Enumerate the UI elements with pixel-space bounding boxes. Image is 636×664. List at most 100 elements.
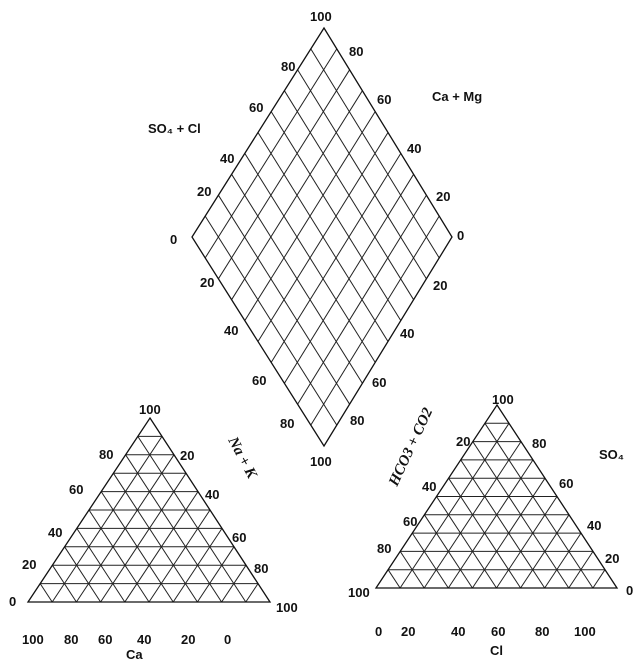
cation-tick-left-side: 40 — [48, 525, 62, 540]
cation-tick-bottom: 40 — [137, 632, 151, 647]
diamond-tick-upper-left: 60 — [249, 100, 263, 115]
diamond-tick-lower-right: 40 — [400, 326, 414, 341]
anion-tick-left-vertex: 100 — [348, 585, 370, 600]
anion-tick-bottom: 80 — [535, 624, 549, 639]
grid-line — [399, 423, 510, 589]
grid-line — [447, 459, 534, 589]
grid-line — [423, 441, 522, 589]
grid-line — [148, 509, 211, 603]
cation-tick-left-side: 20 — [22, 557, 36, 572]
cation-tick-right-side: 60 — [232, 530, 246, 545]
diamond-tick-upper-right: 80 — [349, 44, 363, 59]
cation-triangle-grid — [39, 435, 259, 603]
grid-line — [100, 472, 187, 603]
grid-line — [297, 194, 427, 405]
grid-line — [436, 496, 497, 589]
cation-tick-right-vertex: 100 — [276, 600, 298, 615]
cation-tick-bottom: 80 — [64, 632, 78, 647]
grid-line — [196, 546, 235, 603]
anion-tick-bottom: 60 — [491, 624, 505, 639]
anion-tick-bottom: 20 — [401, 624, 415, 639]
anion-tick-right-vertex: 0 — [626, 583, 633, 598]
anion-tick-right-side: 40 — [587, 518, 601, 533]
anion-tick-right-side: 80 — [532, 436, 546, 451]
anion-tick-left-side: 20 — [456, 434, 470, 449]
anion-tick-bottom: 40 — [451, 624, 465, 639]
grid-line — [244, 153, 376, 363]
diamond-tick-lower-left: 40 — [224, 323, 238, 338]
grid-line — [125, 454, 223, 603]
diamond-tick-lower-right: 80 — [350, 413, 364, 428]
grid-line — [484, 423, 594, 589]
diamond-tick-upper-right: 40 — [407, 141, 421, 156]
anion-tick-left-side: 60 — [403, 514, 417, 529]
anion-tick-left-side: 80 — [377, 541, 391, 556]
cation-tick-bottom: 100 — [22, 632, 44, 647]
grid-line — [64, 546, 102, 603]
grid-line — [411, 532, 449, 589]
anion-triangle-grid — [387, 422, 606, 589]
cation-axis-label-ca: Ca — [126, 647, 143, 662]
cation-tick-left-side: 60 — [69, 482, 83, 497]
diamond-grid — [204, 48, 440, 426]
cation-tick-bottom: 60 — [98, 632, 112, 647]
grid-line — [387, 569, 401, 589]
diamond-tick-upper-left: 20 — [197, 184, 211, 199]
grid-line — [51, 436, 163, 603]
grid-line — [137, 436, 247, 603]
diamond-plot: 100 80 60 40 20 80 60 40 20 0 0 20 40 60… — [148, 9, 482, 469]
grid-line — [204, 215, 338, 426]
grid-line — [472, 441, 570, 589]
diamond-tick-lower-right: 20 — [433, 278, 447, 293]
anion-tick-right-side: 20 — [605, 551, 619, 566]
diamond-tick-lower-left: 80 — [280, 416, 294, 431]
diamond-tick-lower-left: 20 — [200, 275, 214, 290]
grid-line — [460, 459, 546, 589]
cation-tick-right-side: 80 — [254, 561, 268, 576]
cation-axis-label-na-k: Na + K — [224, 433, 260, 481]
diamond-tick-bottom: 100 — [310, 454, 332, 469]
anion-tick-right-side: 60 — [559, 476, 573, 491]
anion-tick-apex: 100 — [492, 392, 514, 407]
grid-line — [496, 496, 558, 589]
diamond-tick-left: 0 — [170, 232, 177, 247]
anion-tick-bottom: 0 — [375, 624, 382, 639]
anion-triangle-outline — [374, 403, 619, 589]
cation-tick-bottom: 20 — [181, 632, 195, 647]
grid-line — [217, 194, 351, 405]
cation-tick-apex: 100 — [139, 402, 161, 417]
anion-tick-left-side: 40 — [422, 479, 436, 494]
cation-triangle-outline — [26, 416, 272, 603]
grid-line — [283, 174, 415, 384]
grid-line — [592, 569, 606, 589]
grid-line — [310, 215, 440, 426]
grid-line — [231, 174, 363, 384]
cation-triangle-plot: 100 80 60 40 20 0 20 40 60 80 100 100 80… — [9, 402, 298, 662]
anion-axis-label-hco3-co2: HCO3 + CO2 — [386, 405, 437, 490]
cation-tick-right-side: 20 — [180, 448, 194, 463]
cation-tick-left-vertex: 0 — [9, 594, 16, 609]
grid-line — [112, 472, 198, 603]
cation-tick-left-side: 80 — [99, 447, 113, 462]
diamond-tick-lower-right: 60 — [372, 375, 386, 390]
grid-line — [270, 153, 402, 363]
diamond-tick-upper-left: 40 — [220, 151, 234, 166]
diamond-axis-label-so4-cl: SO₄ + Cl — [148, 121, 201, 136]
grid-line — [257, 132, 389, 342]
grid-line — [75, 454, 175, 603]
diamond-tick-top: 100 — [310, 9, 332, 24]
anion-tick-bottom: 100 — [574, 624, 596, 639]
grid-line — [39, 583, 53, 603]
anion-triangle-plot: 100 20 40 60 80 100 80 60 40 20 0 0 20 4… — [348, 392, 633, 658]
diamond-tick-upper-right: 60 — [377, 92, 391, 107]
anion-axis-label-cl: Cl — [490, 643, 503, 658]
grid-line — [88, 509, 150, 603]
diamond-axis-label-ca-mg: Ca + Mg — [432, 89, 482, 104]
diamond-tick-upper-right: 20 — [436, 189, 450, 204]
diamond-tick-lower-left: 60 — [252, 373, 266, 388]
grid-line — [245, 583, 259, 603]
cation-tick-right-side: 40 — [205, 487, 219, 502]
diamond-tick-right: 0 — [457, 228, 464, 243]
cation-tick-bottom: 0 — [224, 632, 231, 647]
